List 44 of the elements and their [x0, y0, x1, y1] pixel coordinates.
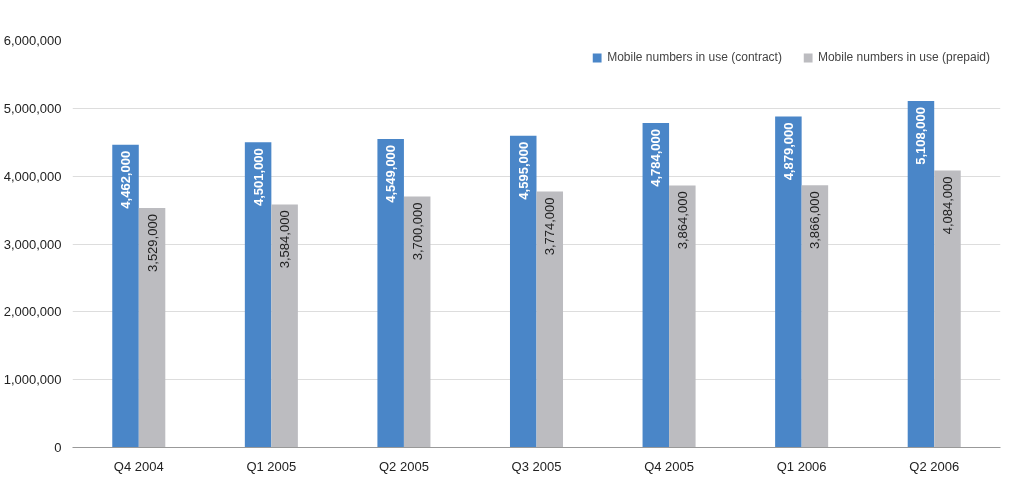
- bar: [775, 116, 802, 448]
- x-tick-label: Q1 2006: [776, 458, 827, 474]
- bar: [403, 196, 431, 448]
- data-label: 3,774,000: [542, 197, 558, 256]
- legend-label: Mobile numbers in use (prepaid): [817, 50, 990, 64]
- data-label: 4,879,000: [780, 122, 796, 181]
- x-tick-label: Q4 2005: [644, 458, 695, 474]
- bar: [509, 135, 537, 448]
- y-tick-label: 2,000,000: [3, 304, 62, 320]
- data-label: 3,866,000: [807, 191, 823, 250]
- data-label: 4,084,000: [939, 176, 955, 235]
- x-tick-label: Q4 2004: [113, 458, 164, 474]
- bar: [244, 142, 272, 448]
- data-label: 3,864,000: [674, 191, 690, 250]
- bar: [377, 138, 404, 448]
- data-label: 3,529,000: [144, 214, 160, 272]
- bar: [271, 204, 298, 448]
- data-label: 4,549,000: [383, 144, 399, 203]
- y-tick-label: 3,000,000: [3, 236, 62, 252]
- data-label: 3,700,000: [409, 202, 425, 261]
- bar: [934, 170, 961, 448]
- data-label: 4,501,000: [250, 148, 266, 207]
- bar: [669, 185, 696, 448]
- x-tick-label: Q3 2005: [511, 458, 562, 474]
- data-label: 4,595,000: [515, 141, 531, 200]
- bar: [907, 101, 935, 448]
- y-tick-label: 5,000,000: [3, 100, 62, 116]
- y-tick-label: 4,000,000: [3, 168, 62, 184]
- data-label: 5,108,000: [913, 107, 929, 165]
- x-tick-label: Q1 2005: [246, 458, 297, 474]
- bar: [801, 185, 829, 448]
- data-label: 4,784,000: [648, 128, 664, 187]
- legend-label: Mobile numbers in use (contract): [607, 50, 782, 64]
- bar: [112, 144, 139, 448]
- bar: [138, 208, 166, 448]
- y-tick-label: 0: [54, 440, 62, 455]
- y-tick-label: 1,000,000: [3, 372, 62, 388]
- data-label: 3,584,000: [277, 210, 293, 269]
- x-tick-label: Q2 2006: [909, 458, 960, 474]
- x-tick-label: Q2 2005: [378, 458, 429, 474]
- bar: [642, 122, 670, 448]
- bar: [536, 191, 564, 448]
- y-tick-label: 6,000,000: [3, 33, 62, 48]
- data-label: 4,462,000: [118, 150, 134, 209]
